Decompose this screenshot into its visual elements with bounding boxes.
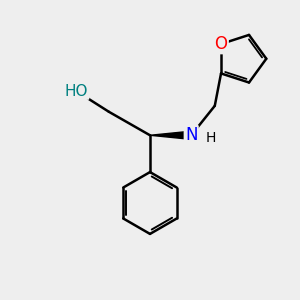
Text: H: H	[206, 130, 216, 145]
Text: HO: HO	[64, 84, 88, 99]
Text: O: O	[214, 35, 227, 53]
Text: N: N	[185, 126, 197, 144]
Polygon shape	[150, 131, 191, 140]
